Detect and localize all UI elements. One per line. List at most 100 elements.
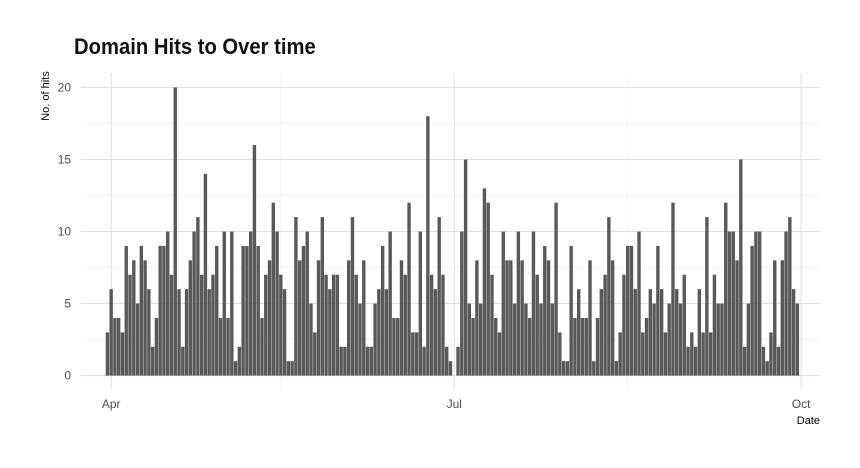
bar	[347, 260, 351, 376]
bar	[769, 332, 773, 376]
bar	[686, 346, 690, 376]
bar	[588, 260, 592, 376]
x-axis-title: Date	[797, 415, 820, 427]
bar	[328, 289, 332, 376]
bar	[539, 303, 543, 376]
bar	[761, 346, 766, 376]
bar	[211, 274, 215, 376]
bar	[516, 231, 521, 376]
bar	[592, 361, 596, 376]
bar	[520, 260, 524, 376]
bar	[610, 260, 615, 376]
bar	[426, 116, 430, 376]
bar	[690, 332, 694, 376]
bar	[678, 303, 683, 376]
bar	[222, 231, 226, 376]
bar	[463, 159, 468, 376]
bar	[267, 260, 272, 376]
bar	[380, 245, 385, 376]
bar	[120, 332, 125, 376]
bar	[324, 274, 328, 376]
bar	[154, 317, 159, 376]
bar	[264, 274, 268, 376]
bar	[697, 289, 702, 376]
bar	[584, 317, 588, 376]
bar	[448, 361, 453, 376]
bar	[241, 245, 245, 376]
bar	[339, 346, 343, 376]
bar	[565, 361, 570, 376]
bar	[512, 303, 517, 376]
bar	[614, 361, 619, 376]
bar	[663, 332, 668, 376]
bar	[396, 317, 400, 376]
bar	[535, 274, 539, 376]
bar	[509, 260, 513, 376]
bar	[162, 245, 166, 376]
bar	[527, 317, 532, 376]
bar	[693, 346, 698, 376]
bar	[230, 231, 234, 376]
bar	[350, 217, 355, 376]
bar	[320, 217, 325, 376]
bar	[599, 289, 604, 376]
y-tick-label: 0	[64, 369, 71, 383]
bar	[132, 260, 136, 376]
bar	[682, 274, 686, 376]
bar	[275, 231, 279, 376]
bar	[746, 303, 751, 376]
bar	[667, 303, 671, 376]
bar	[169, 274, 174, 376]
bar	[407, 202, 411, 376]
bar	[708, 332, 713, 376]
bar	[618, 332, 622, 376]
bar	[199, 274, 204, 376]
bar	[184, 289, 189, 376]
bar	[780, 260, 784, 376]
bar	[705, 217, 709, 376]
bar	[113, 317, 117, 376]
bar	[569, 245, 573, 376]
y-tick-label: 10	[58, 225, 72, 239]
bar	[139, 245, 144, 376]
bar	[215, 245, 219, 376]
bar	[490, 274, 494, 376]
bar	[727, 231, 732, 376]
bar	[731, 231, 735, 376]
bar	[248, 231, 253, 376]
bar	[301, 245, 306, 376]
bar	[365, 346, 370, 376]
bar	[271, 202, 275, 376]
bar	[546, 260, 551, 376]
bar	[147, 289, 151, 376]
bar	[437, 217, 441, 376]
bar	[173, 87, 177, 376]
bar	[595, 317, 600, 376]
bar	[414, 332, 419, 376]
bar	[788, 217, 792, 376]
y-axis-title: No. of hits	[40, 71, 52, 121]
bar	[117, 317, 121, 376]
bar	[135, 303, 140, 376]
bar	[192, 231, 196, 376]
bar	[226, 317, 230, 376]
bar	[554, 202, 558, 376]
bar	[524, 303, 528, 376]
bar	[648, 289, 653, 376]
bar	[644, 317, 649, 376]
y-tick-label: 15	[58, 152, 72, 166]
bar	[124, 245, 128, 376]
bar	[377, 289, 381, 376]
bar	[233, 361, 238, 376]
bar	[384, 289, 389, 376]
bar	[712, 274, 717, 376]
bar	[494, 317, 498, 376]
bar	[580, 317, 585, 376]
bar	[294, 217, 298, 376]
bar	[331, 274, 336, 376]
bar	[716, 303, 720, 376]
bar	[467, 303, 472, 376]
bar	[675, 289, 679, 376]
y-axis-tick-labels: 0 5 10 15 20	[58, 80, 72, 382]
